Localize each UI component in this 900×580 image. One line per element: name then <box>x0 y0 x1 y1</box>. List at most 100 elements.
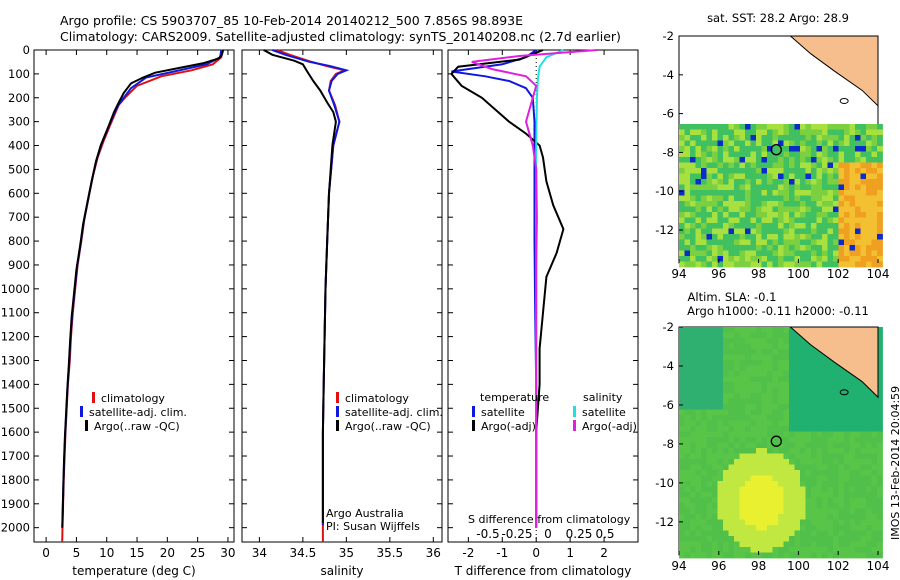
map-cell <box>833 409 839 416</box>
map-cell <box>877 387 883 394</box>
map-cell <box>833 190 839 196</box>
map-cell <box>761 146 768 152</box>
map-cell <box>723 431 729 438</box>
map-cell <box>767 135 773 141</box>
map-cell <box>866 437 872 443</box>
map-cell <box>712 354 718 361</box>
map-cell <box>871 492 878 498</box>
map-cell <box>761 547 768 553</box>
map-cell <box>745 382 751 388</box>
map-cell <box>789 261 795 268</box>
map-cell <box>750 228 757 235</box>
map-cell <box>849 234 856 240</box>
map-cell <box>679 151 685 158</box>
map-cell <box>783 212 790 218</box>
map-cell <box>739 245 746 251</box>
map-cell <box>723 481 729 487</box>
map-cell <box>679 492 685 498</box>
map-cell <box>822 486 828 493</box>
map-cell <box>679 470 685 476</box>
map-cell <box>679 206 685 213</box>
map-cell <box>679 124 685 130</box>
map-cell <box>761 519 768 526</box>
map-cell <box>871 173 878 180</box>
map-cell <box>739 354 746 361</box>
map-cell <box>844 234 850 240</box>
map-cell <box>860 437 867 443</box>
map-cell <box>833 256 839 262</box>
y-tick-label: 100 <box>8 67 30 81</box>
x-tick-label-0: 30 <box>220 546 235 560</box>
map-cell <box>695 376 702 383</box>
map-cell <box>745 234 751 240</box>
map-cell <box>717 354 724 361</box>
map-cell <box>706 206 713 213</box>
map-cell <box>690 404 696 410</box>
map-cell <box>717 245 724 251</box>
map-cell <box>684 481 691 487</box>
map-cell <box>684 453 691 460</box>
map-cell <box>800 387 806 394</box>
map-cell <box>816 168 823 174</box>
map-cell <box>855 519 861 526</box>
map-cell <box>750 206 757 213</box>
map-cell <box>855 404 861 410</box>
legend-temperature-head: temperature <box>480 391 550 404</box>
map-cell <box>877 124 883 130</box>
map-cell <box>690 135 696 141</box>
map-cell <box>679 409 685 416</box>
map-cell <box>800 157 806 163</box>
map-cell <box>805 140 812 147</box>
map-cell <box>805 173 812 180</box>
map-cell <box>756 157 762 163</box>
map-cell <box>684 190 691 196</box>
map-cell <box>717 228 724 235</box>
map-cell <box>717 168 724 174</box>
map-cell <box>789 365 795 372</box>
map-cell <box>833 503 839 509</box>
map-cell <box>783 393 790 399</box>
map-cell <box>805 135 812 141</box>
map-cell <box>734 349 740 355</box>
map-cell <box>811 459 817 465</box>
y-tick-label: 1900 <box>1 497 30 511</box>
map-cell <box>800 217 806 224</box>
map-cell <box>783 332 790 339</box>
map-cell <box>684 179 691 185</box>
map-cell <box>734 360 740 366</box>
map-cell <box>811 212 817 218</box>
map-cell <box>860 398 867 405</box>
map-cell <box>706 475 713 482</box>
map-cell <box>849 157 856 163</box>
map-cell <box>778 393 784 399</box>
map-cell <box>745 464 751 471</box>
map-cell <box>756 354 762 361</box>
map-cell <box>877 195 883 202</box>
map-cell <box>690 168 696 174</box>
map-cell <box>800 497 806 504</box>
map-cell <box>849 497 856 504</box>
map-cell <box>866 245 872 251</box>
map-cell <box>761 387 768 394</box>
map-cell <box>822 398 828 405</box>
map-cell <box>789 354 795 361</box>
legend-satellite-adj-swatch <box>80 406 83 417</box>
map-cell <box>717 371 724 377</box>
map-cell <box>838 420 845 427</box>
y-tick-label: 1000 <box>1 282 30 296</box>
map-cell <box>811 503 817 509</box>
map-cell <box>772 448 779 454</box>
map-cell <box>739 547 746 553</box>
map-cell <box>761 256 768 262</box>
map-cell <box>822 525 828 531</box>
map-cell <box>767 371 773 377</box>
map-cell <box>761 503 768 509</box>
map-cell <box>706 459 713 465</box>
map-cell <box>811 393 817 399</box>
map-cell <box>684 234 691 240</box>
map-cell <box>690 426 696 432</box>
map-cell <box>855 448 861 454</box>
map-cell <box>723 173 729 180</box>
map-cell <box>684 475 691 482</box>
map-cell <box>877 140 883 147</box>
